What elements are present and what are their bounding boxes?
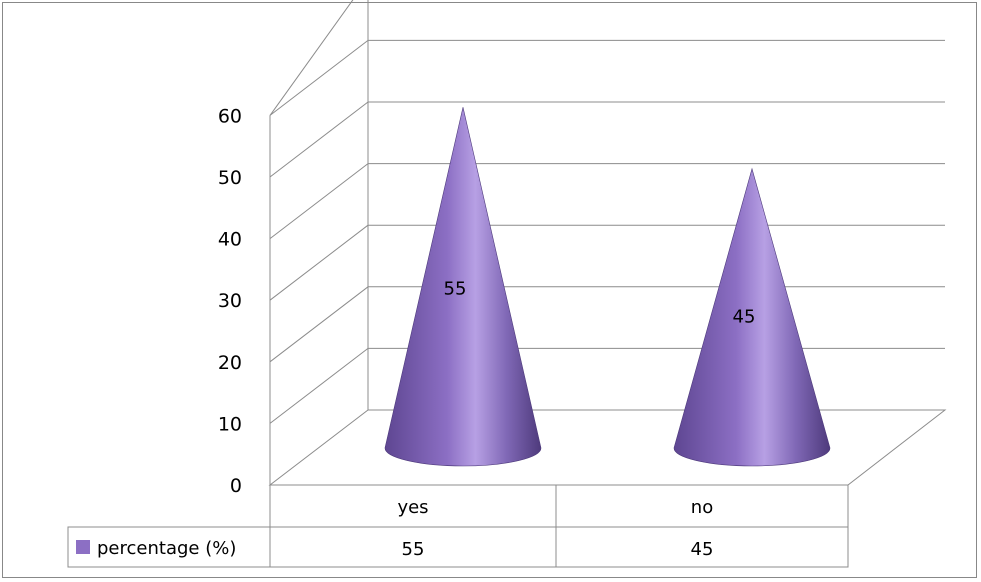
table-cell: 45 bbox=[691, 539, 714, 560]
table-data-row bbox=[67, 526, 849, 568]
table-header-row bbox=[269, 484, 849, 528]
cone-body bbox=[384, 107, 542, 467]
data-table: yes no percentage (%) 55 45 bbox=[67, 484, 849, 568]
x-tick-label: no bbox=[691, 497, 713, 518]
floor bbox=[268, 409, 947, 486]
y-tick-label: 40 bbox=[218, 229, 242, 251]
data-label: 45 bbox=[733, 306, 756, 327]
gridline-side bbox=[269, 348, 369, 424]
cone-series: 55 45 bbox=[384, 107, 831, 467]
y-tick-label: 60 bbox=[218, 105, 242, 127]
gridline-side bbox=[269, 101, 369, 178]
y-tick-label: 20 bbox=[218, 352, 242, 374]
legend-swatch bbox=[76, 540, 90, 554]
gridline-side bbox=[269, 163, 369, 239]
data-label: 55 bbox=[444, 279, 467, 300]
table-cell: 55 bbox=[402, 539, 425, 560]
cone-body bbox=[673, 167, 831, 467]
y-tick-label: 30 bbox=[218, 290, 242, 312]
gridline-side bbox=[269, 40, 369, 116]
y-tick-label: 50 bbox=[218, 167, 242, 189]
y-axis: 0 10 20 30 40 50 60 bbox=[218, 105, 242, 497]
cone-yes: 55 bbox=[384, 107, 542, 467]
x-tick-label: yes bbox=[397, 497, 428, 518]
cone-no: 45 bbox=[673, 167, 831, 467]
gridline-side bbox=[269, 224, 369, 301]
chart-walls bbox=[268, 0, 947, 486]
legend-label: percentage (%) bbox=[97, 538, 236, 559]
y-tick-label: 10 bbox=[218, 413, 242, 435]
y-tick-label: 0 bbox=[230, 475, 242, 497]
gridline-side bbox=[269, 286, 369, 363]
gridline-side bbox=[269, 0, 354, 116]
